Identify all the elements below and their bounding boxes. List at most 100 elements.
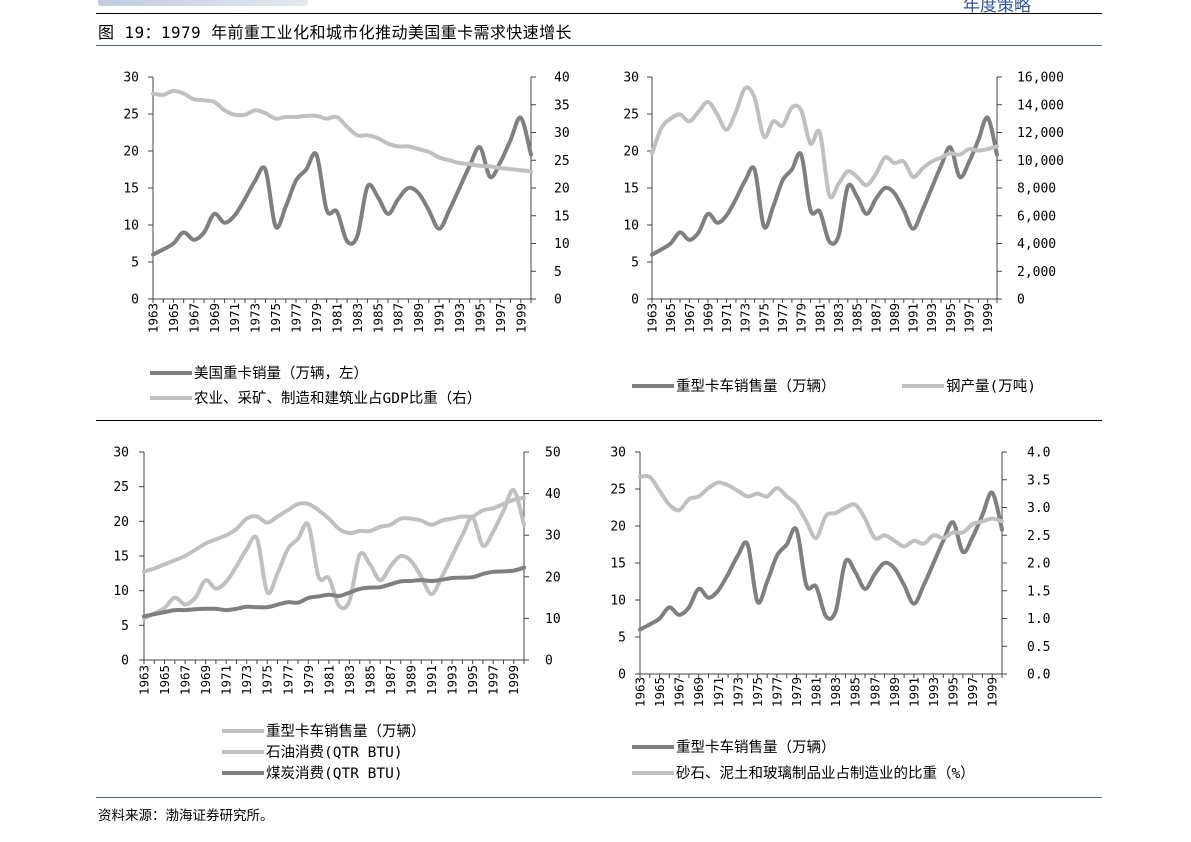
x-tick-label: 1969 xyxy=(198,665,213,695)
y-tick-label-left: 30 xyxy=(113,446,129,461)
x-tick-label: 1997 xyxy=(486,665,501,695)
x-tick-label: 1995 xyxy=(472,303,487,333)
x-tick-label: 1967 xyxy=(186,303,201,333)
y-tick-label-right: 1.0 xyxy=(1027,612,1050,627)
y-tick-label-right: 40 xyxy=(554,71,570,86)
y-tick-label-left: 5 xyxy=(631,256,639,271)
header-rule xyxy=(96,13,1102,14)
x-tick-label: 1993 xyxy=(452,303,467,333)
series-line-1 xyxy=(650,115,999,257)
x-tick-label: 1997 xyxy=(965,677,980,707)
x-tick-label: 1983 xyxy=(350,303,365,333)
x-tick-label: 1981 xyxy=(329,303,344,333)
y-tick-label-left: 15 xyxy=(113,550,129,565)
x-tick-label: 1973 xyxy=(239,665,254,695)
y-tick-label-right: 10 xyxy=(545,612,561,627)
x-tick-label: 1981 xyxy=(812,303,827,333)
y-tick-label-left: 5 xyxy=(121,619,129,634)
x-tick-label: 1993 xyxy=(445,665,460,695)
y-tick-label-left: 10 xyxy=(623,219,639,234)
x-tick-label: 1989 xyxy=(404,665,419,695)
y-tick-label-left: 10 xyxy=(123,219,139,234)
legend-label: 重型卡车销售量（万辆） xyxy=(676,739,836,756)
x-tick-label: 1979 xyxy=(794,303,809,333)
legend-label: 煤炭消费(QTR BTU) xyxy=(266,765,403,782)
y-tick-label-right: 4.0 xyxy=(1027,446,1050,461)
y-tick-label-left: 0 xyxy=(131,293,139,308)
x-tick-label: 1977 xyxy=(769,677,784,707)
y-tick-label-right: 14,000 xyxy=(1017,98,1064,113)
x-tick-label: 1981 xyxy=(809,677,824,707)
footer-rule xyxy=(96,797,1102,798)
x-tick-label: 1995 xyxy=(465,665,480,695)
y-tick-label-left: 5 xyxy=(131,256,139,271)
y-tick-label-left: 20 xyxy=(123,145,139,160)
y-tick-label-right: 3.5 xyxy=(1027,473,1050,488)
x-tick-label: 1989 xyxy=(411,303,426,333)
x-tick-label: 1971 xyxy=(227,303,242,333)
header-section-label: 年度策略 xyxy=(963,0,1031,16)
y-tick-label-right: 3.0 xyxy=(1027,501,1050,516)
x-tick-label: 1975 xyxy=(260,665,275,695)
section-divider xyxy=(96,420,1102,421)
x-tick-label: 1967 xyxy=(178,665,193,695)
y-tick-label-right: 2.0 xyxy=(1027,557,1050,572)
figure-title: 图 19：1979 年前重工业化和城市化推动美国重卡需求快速增长 xyxy=(98,23,572,42)
y-tick-label-left: 5 xyxy=(618,631,626,646)
series-line-2 xyxy=(142,495,526,574)
x-tick-label: 1995 xyxy=(946,677,961,707)
x-tick-label: 1985 xyxy=(848,677,863,707)
y-tick-label-left: 30 xyxy=(610,446,626,461)
header-logo xyxy=(98,0,308,6)
y-tick-label-left: 15 xyxy=(123,182,139,197)
x-tick-label: 1969 xyxy=(700,303,715,333)
x-tick-label: 1997 xyxy=(493,303,508,333)
x-tick-label: 1999 xyxy=(980,303,995,333)
y-tick-label-right: 30 xyxy=(545,529,561,544)
y-tick-label-right: 15 xyxy=(554,209,570,224)
y-tick-label-right: 6,000 xyxy=(1017,209,1056,224)
x-tick-label: 1989 xyxy=(887,677,902,707)
series-line-2 xyxy=(650,85,999,200)
x-tick-label: 1963 xyxy=(633,677,648,707)
x-tick-label: 1987 xyxy=(383,665,398,695)
x-tick-label: 1969 xyxy=(691,677,706,707)
y-tick-label-left: 20 xyxy=(623,145,639,160)
x-tick-label: 1977 xyxy=(775,303,790,333)
series-line-2 xyxy=(638,473,1004,549)
x-tick-label: 1975 xyxy=(750,677,765,707)
x-tick-label: 1965 xyxy=(652,677,667,707)
x-tick-label: 1963 xyxy=(137,665,152,695)
x-tick-label: 1965 xyxy=(663,303,678,333)
x-tick-label: 1965 xyxy=(166,303,181,333)
x-tick-label: 1985 xyxy=(362,665,377,695)
y-tick-label-right: 0 xyxy=(554,293,562,308)
x-tick-label: 1999 xyxy=(506,665,521,695)
x-tick-label: 1983 xyxy=(342,665,357,695)
x-tick-label: 1989 xyxy=(887,303,902,333)
y-tick-label-left: 30 xyxy=(123,71,139,86)
x-tick-label: 1995 xyxy=(943,303,958,333)
y-tick-label-right: 1.5 xyxy=(1027,584,1050,599)
y-tick-label-right: 0 xyxy=(1017,293,1025,308)
x-tick-label: 1985 xyxy=(370,303,385,333)
y-tick-label-right: 4,000 xyxy=(1017,237,1056,252)
y-tick-label-left: 25 xyxy=(610,483,626,498)
y-tick-label-right: 0.5 xyxy=(1027,640,1050,655)
x-tick-label: 1971 xyxy=(711,677,726,707)
y-tick-label-right: 10,000 xyxy=(1017,154,1064,169)
y-tick-label-left: 0 xyxy=(618,668,626,683)
x-tick-label: 1991 xyxy=(424,665,439,695)
y-tick-label-right: 25 xyxy=(554,154,570,169)
x-tick-label: 1977 xyxy=(289,303,304,333)
legend-label: 农业、采矿、制造和建筑业占GDP比重（右） xyxy=(194,390,481,407)
source-note: 资料来源：渤海证券研究所。 xyxy=(98,808,274,824)
y-tick-label-left: 15 xyxy=(610,557,626,572)
x-tick-label: 1963 xyxy=(645,303,660,333)
legend-label: 石油消费(QTR BTU) xyxy=(266,744,403,761)
y-tick-label-left: 15 xyxy=(623,182,639,197)
y-tick-label-right: 35 xyxy=(554,98,570,113)
